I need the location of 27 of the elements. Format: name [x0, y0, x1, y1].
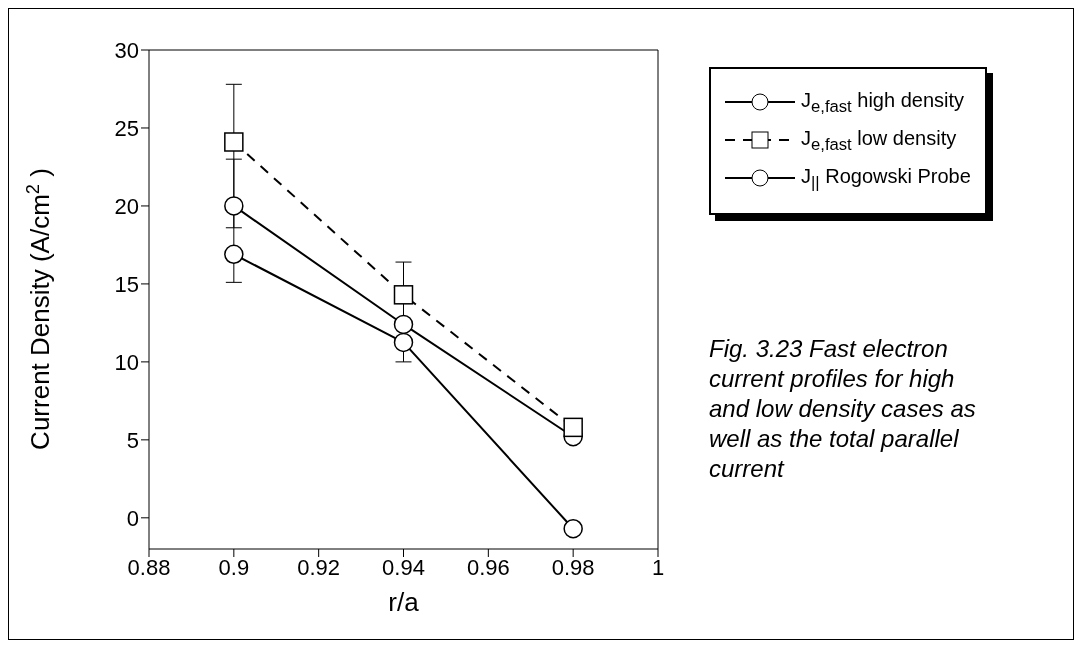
point	[224, 132, 244, 152]
caption: Fig. 3.23 Fast electron current profiles for high and low density cases as well as the total parallel current	[709, 334, 977, 484]
y-tick-label: 30	[114, 37, 139, 63]
point	[224, 196, 244, 216]
point	[563, 518, 583, 539]
x-tick-label: 0.9	[218, 554, 250, 580]
x-tick-label: 0.94	[382, 554, 425, 580]
point	[393, 285, 414, 305]
y-tick-label: 10	[114, 349, 139, 375]
legend-label: J$_{e,fast}$ high density	[801, 89, 965, 116]
legend-label: J$_{||}$ Rogowski Probe	[801, 165, 971, 192]
y-tick-label: 15	[114, 271, 139, 297]
y-tick-label: 25	[114, 115, 139, 141]
x-tick-label: 0.98	[551, 554, 595, 580]
x-tick-label: 0.88	[127, 554, 171, 580]
y-tick-label: 20	[114, 193, 139, 219]
point	[563, 417, 583, 438]
y-tick-label: 0	[126, 505, 139, 531]
x-tick-label: 0.96	[466, 554, 510, 580]
point	[393, 332, 414, 353]
x-tick-label: 1	[651, 554, 665, 580]
legend-label: J$_{e,fast}$ low density	[801, 127, 957, 154]
x-tick-label: 0.92	[297, 554, 341, 580]
y-tick-label: 5	[126, 427, 139, 453]
point	[224, 244, 244, 265]
x-axis-title: r/a	[388, 587, 420, 617]
point	[393, 314, 414, 335]
